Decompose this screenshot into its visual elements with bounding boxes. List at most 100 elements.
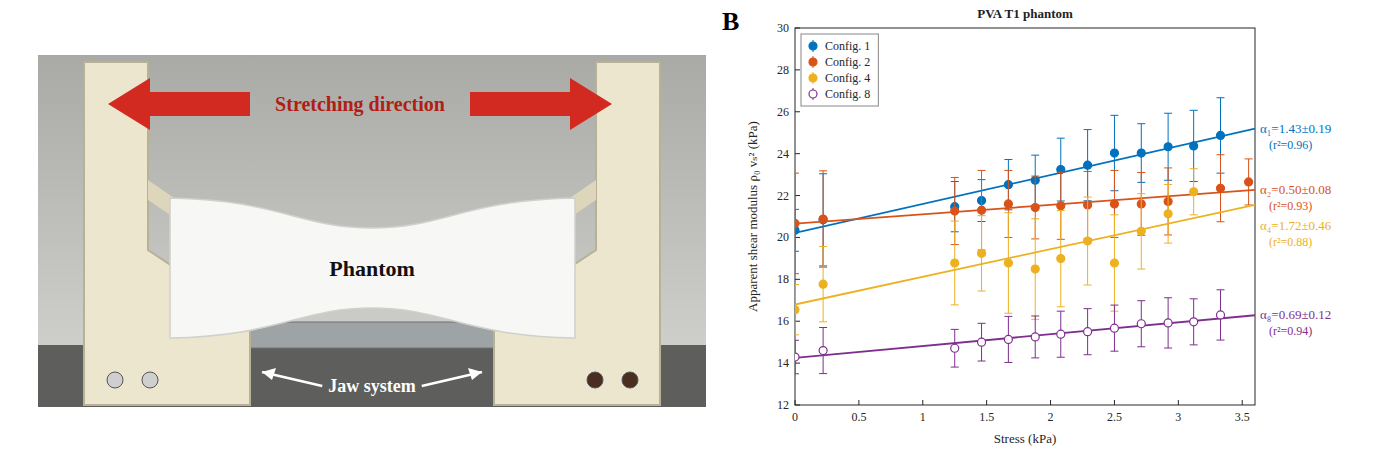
y-tick [795,405,800,406]
chart-panel: BPVA T1 phantom00.511.522.533.5121416182… [722,6,1332,446]
error-bar-cap [1031,315,1039,316]
data-point [1217,131,1225,139]
data-point [1164,210,1172,218]
error-bar-cap [795,251,799,252]
x-tick-label: 2.5 [1107,410,1122,424]
error-bar [1164,184,1172,243]
error-bar [951,221,959,305]
error-bar-cap [1137,269,1145,270]
error-bar-cap [1084,197,1092,198]
y-tick [795,111,800,112]
x-tick-label: 0 [792,410,798,424]
error-bar-cap [1137,300,1145,301]
error-bar-cap [1004,313,1012,314]
error-bar-cap [1164,243,1172,244]
data-point [1110,200,1118,208]
data-point [1190,188,1198,196]
y-tick [795,321,800,322]
error-bar-cap [951,177,959,178]
data-point [1110,324,1118,332]
legend-label: Config. 8 [825,87,870,101]
data-point [1004,259,1012,267]
x-tick [858,400,859,405]
data-point [1084,328,1092,336]
photo-background [38,55,706,407]
error-bar [978,216,986,291]
error-bar-cap [951,367,959,368]
error-bar [1084,309,1092,355]
photo-panel: Stretching directionPhantomJaw system [38,55,706,407]
y-tick [795,69,800,70]
phantom-body [170,198,575,338]
error-bar-cap [1004,159,1012,160]
error-bar [1245,159,1253,205]
error-bar-cap [1190,110,1198,111]
error-bar-cap [978,361,986,362]
error-bar-cap [795,340,799,341]
error-bar-cap [1190,168,1198,169]
error-bar [795,340,799,374]
error-bar [795,209,799,251]
data-point [1031,333,1039,341]
fit-r2: (r²=0.94) [1269,324,1312,338]
data-point [1031,265,1039,273]
error-bar-cap [819,373,827,374]
data-point [1217,311,1225,319]
data-point [1137,149,1145,157]
data-point [978,338,986,346]
x-tick [922,400,923,405]
data-point [1217,184,1225,192]
error-bar-cap [1004,170,1012,171]
jaw-pointer-head [262,368,276,380]
error-bar [1110,215,1118,311]
error-bar-cap [819,246,827,247]
fit-r2: (r²=0.96) [1269,138,1312,152]
fit-annotation: α₂=0.50±0.08 [1260,182,1331,197]
screw [587,372,603,388]
legend-label: Config. 2 [825,55,870,69]
error-bar-cap [1004,316,1012,317]
error-bar [819,328,827,374]
x-axis-title: Stress (kPa) [994,431,1056,446]
x-tick [1242,400,1243,405]
error-bar-cap [1057,138,1065,139]
error-bar-cap [1137,346,1145,347]
error-bar [1137,301,1145,347]
data-point [1057,166,1065,174]
fit-annotation: α₄=1.72±0.46 [1260,218,1332,233]
data-point [951,344,959,352]
y-tick [795,279,800,280]
data-point [951,259,959,267]
error-bar-cap [1217,154,1225,155]
plot-frame [795,28,1255,405]
stretching-label: Stretching direction [275,93,445,116]
fit-annotation: α₁=1.43±0.19 [1260,121,1331,136]
error-bar-cap [795,273,799,274]
error-bar-cap [1057,357,1065,358]
error-bar [978,323,986,361]
data-point [795,353,799,361]
fit-r2: (r²=0.93) [1269,199,1312,213]
error-bar [795,173,799,274]
y-tick [795,237,800,238]
error-bar-cap [819,327,827,328]
data-point [1245,178,1253,186]
fit-line [795,129,1255,233]
error-bar-cap [1245,158,1253,159]
error-bar-cap [1110,305,1118,306]
phantom-label: Phantom [329,256,415,281]
y-tick [795,363,800,364]
error-bar [1031,219,1039,320]
data-point [819,347,827,355]
error-bar-cap [1084,354,1092,355]
error-bar-cap [1217,289,1225,290]
data-point [978,206,986,214]
error-bar [1057,311,1065,357]
error-bar-cap [795,209,799,210]
fit-annotation: α₈=0.69±0.12 [1260,307,1331,322]
data-point [1004,200,1012,208]
y-tick [795,195,800,196]
arrow-right [470,78,612,130]
screw [622,372,638,388]
error-bar-cap [1031,155,1039,156]
